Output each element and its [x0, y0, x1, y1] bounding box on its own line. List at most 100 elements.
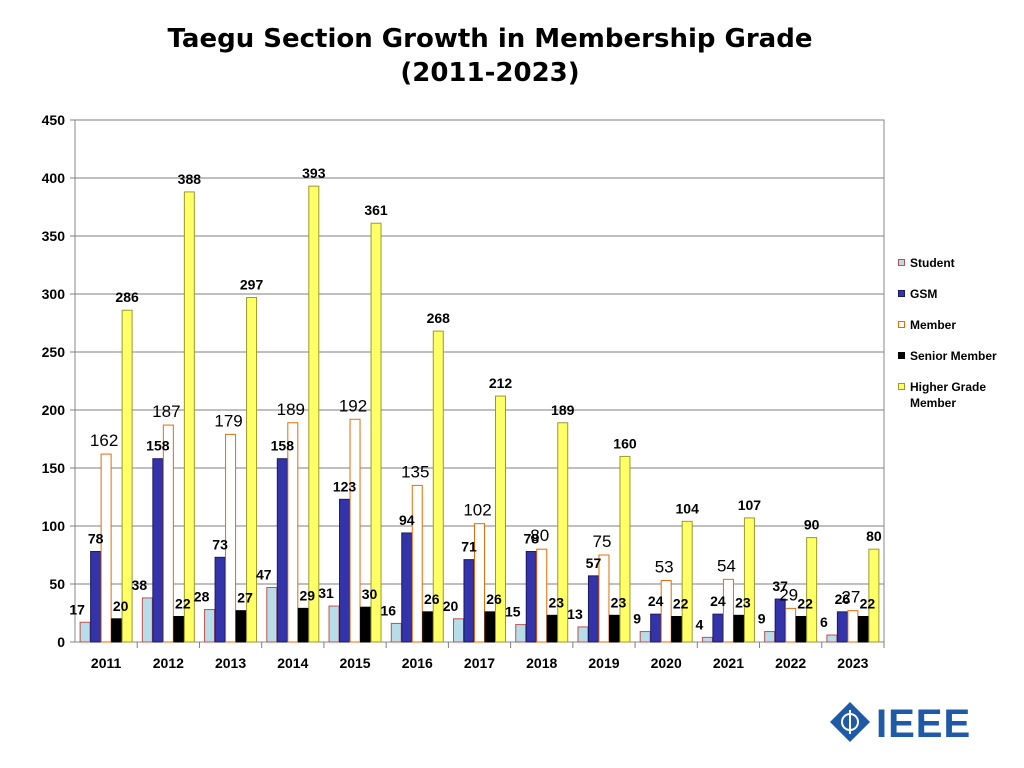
bar-senior-member: [608, 614, 620, 643]
bar-gsm: [587, 575, 599, 643]
data-label-senior-member: 23: [735, 594, 751, 610]
bar-gsm: [214, 556, 226, 643]
legend-label: Student: [910, 256, 955, 270]
data-label-senior-member: 29: [300, 587, 316, 603]
x-tick-label: 2011: [91, 655, 122, 671]
data-label-senior-member: 22: [860, 595, 876, 611]
data-label-senior-member: 22: [797, 595, 813, 611]
data-label-higher-grade-member: 393: [302, 165, 326, 181]
legend-label: Higher Grade Member: [910, 380, 987, 410]
data-label-gsm: 37: [772, 578, 788, 594]
x-tick-label: 2018: [526, 655, 557, 671]
bar-higher-grade-member: [246, 296, 258, 643]
y-tick-label: 400: [42, 170, 66, 186]
data-label-student: 6: [820, 614, 828, 630]
x-tick-label: 2019: [588, 655, 619, 671]
data-label-gsm: 71: [461, 539, 477, 555]
data-label-senior-member: 30: [362, 586, 378, 602]
legend-label: Member: [910, 318, 957, 332]
data-label-higher-grade-member: 107: [738, 497, 762, 513]
y-tick-label: 450: [42, 112, 66, 128]
data-label-student: 20: [443, 598, 459, 614]
legend-swatch: [898, 321, 905, 328]
bar-higher-grade-member: [743, 517, 755, 643]
data-label-student: 31: [318, 585, 334, 601]
data-label-member: 162: [90, 431, 118, 450]
legend-label: Senior Member: [910, 349, 997, 363]
data-label-member: 192: [339, 396, 367, 415]
data-label-student: 47: [256, 566, 272, 582]
bar-senior-member: [671, 615, 683, 643]
bar-student: [701, 636, 713, 643]
data-label-higher-grade-member: 80: [866, 528, 882, 544]
bar-student: [453, 618, 464, 643]
data-label-senior-member: 27: [237, 590, 253, 606]
x-tick-label: 2023: [837, 655, 868, 671]
bar-higher-grade-member: [308, 185, 320, 643]
x-tick-label: 2017: [464, 655, 495, 671]
data-label-student: 28: [194, 589, 210, 605]
y-tick-label: 300: [42, 286, 66, 302]
bar-gsm: [712, 613, 724, 643]
ieee-logo: IEEE: [828, 700, 973, 748]
data-label-senior-member: 23: [548, 594, 564, 610]
bar-higher-grade-member: [868, 548, 880, 643]
data-label-higher-grade-member: 189: [551, 402, 575, 418]
data-label-higher-grade-member: 212: [489, 375, 513, 391]
bar-gsm: [276, 458, 288, 643]
bar-member: [287, 422, 299, 643]
data-label-higher-grade-member: 297: [240, 276, 264, 292]
bar-senior-member: [857, 615, 869, 643]
bar-student: [141, 597, 153, 643]
bar-member: [474, 523, 485, 643]
data-label-member: 187: [152, 402, 180, 421]
data-label-member: 54: [717, 556, 736, 575]
bar-gsm: [339, 498, 351, 643]
data-label-gsm: 78: [523, 531, 539, 547]
x-tick-label: 2016: [402, 655, 433, 671]
bar-higher-grade-member: [681, 520, 693, 643]
bar-member: [722, 578, 734, 643]
bar-higher-grade-member: [370, 222, 382, 643]
y-tick-label: 350: [42, 228, 66, 244]
y-tick-label: 50: [49, 576, 65, 592]
data-label-higher-grade-member: 286: [115, 289, 139, 305]
bar-member: [598, 554, 610, 643]
data-label-student: 9: [758, 611, 766, 627]
data-label-gsm: 123: [333, 478, 357, 494]
x-tick-label: 2013: [215, 655, 246, 671]
bar-student: [577, 626, 589, 643]
data-label-student: 16: [380, 602, 396, 618]
bar-senior-member: [733, 614, 745, 643]
bar-higher-grade-member: [806, 537, 818, 643]
bar-gsm: [90, 551, 102, 643]
y-tick-label: 100: [42, 518, 66, 534]
bar-senior-member: [297, 607, 309, 643]
ieee-diamond-icon: [830, 702, 870, 742]
bar-higher-grade-member: [432, 330, 444, 643]
bar-senior-member: [484, 611, 496, 643]
ieee-logo-text: IEEE: [876, 702, 972, 746]
data-label-member: 135: [401, 462, 429, 481]
data-label-member: 80: [530, 526, 549, 545]
data-label-gsm: 94: [399, 512, 415, 528]
bar-member: [411, 484, 423, 643]
data-label-member: 53: [655, 558, 674, 577]
x-tick-label: 2020: [651, 655, 682, 671]
data-label-higher-grade-member: 90: [804, 517, 820, 533]
data-label-member: 179: [214, 411, 242, 430]
bar-member: [847, 610, 859, 643]
data-label-gsm: 26: [835, 591, 851, 607]
bar-higher-grade-member: [557, 422, 569, 643]
bar-member: [225, 433, 237, 643]
legend-label: GSM: [910, 287, 938, 301]
bar-higher-grade-member: [121, 309, 133, 643]
data-label-gsm: 57: [586, 555, 602, 571]
data-label-member: 27: [841, 588, 860, 607]
bar-student: [515, 624, 527, 643]
bar-student: [764, 631, 776, 643]
bar-member: [349, 418, 361, 643]
data-label-higher-grade-member: 361: [364, 202, 388, 218]
bar-member: [100, 453, 112, 643]
